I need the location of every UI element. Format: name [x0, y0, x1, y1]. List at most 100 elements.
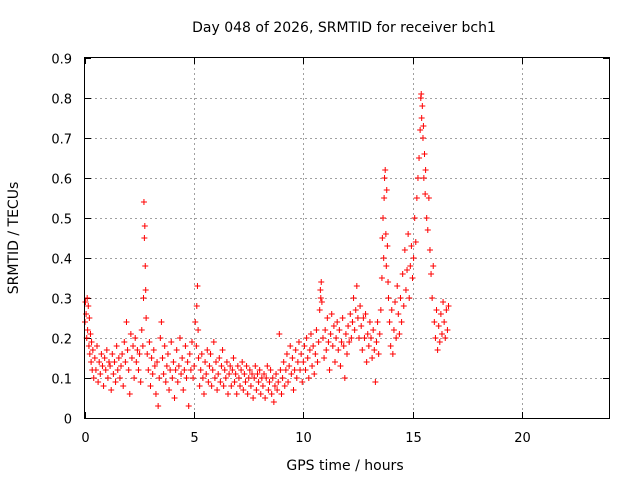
- data-point: [300, 359, 307, 365]
- data-point: [178, 371, 185, 377]
- data-point: [385, 279, 392, 285]
- y-tick-label: 0.2: [51, 333, 72, 348]
- data-point: [89, 347, 96, 353]
- data-point: [230, 355, 237, 361]
- data-point: [151, 363, 158, 369]
- data-point: [445, 303, 452, 309]
- data-point: [405, 231, 412, 237]
- data-point: [304, 355, 311, 361]
- data-point: [265, 387, 272, 393]
- data-point: [347, 311, 354, 317]
- x-tick-label: 5: [190, 431, 198, 446]
- data-point: [368, 335, 375, 341]
- data-point: [318, 279, 325, 285]
- data-point: [269, 375, 276, 381]
- data-point: [226, 371, 233, 377]
- data-point: [316, 307, 323, 313]
- data-point: [108, 387, 115, 393]
- data-point: [232, 371, 239, 377]
- data-point: [197, 367, 204, 373]
- data-point: [142, 287, 149, 293]
- data-point: [356, 335, 363, 341]
- data-point: [414, 175, 421, 181]
- data-point: [186, 351, 193, 357]
- data-point: [392, 299, 399, 305]
- data-point: [395, 311, 402, 317]
- data-point: [431, 319, 438, 325]
- data-point: [238, 367, 245, 373]
- data-point: [373, 339, 380, 345]
- data-point: [147, 383, 154, 389]
- data-point: [365, 343, 372, 349]
- data-point: [402, 287, 409, 293]
- data-point: [86, 351, 93, 357]
- data-point: [239, 359, 246, 365]
- data-point: [247, 383, 254, 389]
- data-point: [255, 379, 262, 385]
- data-point: [176, 335, 183, 341]
- data-point: [88, 359, 95, 365]
- data-point: [251, 375, 258, 381]
- data-point: [128, 355, 135, 361]
- data-point: [277, 367, 284, 373]
- data-point: [213, 359, 219, 365]
- data-point: [155, 403, 162, 409]
- data-point: [107, 363, 114, 369]
- data-point: [416, 155, 423, 161]
- data-point: [307, 331, 314, 337]
- data-point: [92, 367, 99, 373]
- data-point: [423, 215, 430, 221]
- data-point: [119, 351, 126, 357]
- data-point: [279, 375, 286, 381]
- x-tick-label: 0: [81, 431, 89, 446]
- data-point: [141, 223, 148, 229]
- x-tick-label: 10: [295, 431, 312, 446]
- data-point: [206, 363, 213, 369]
- data-point: [259, 383, 266, 389]
- data-point: [244, 391, 251, 397]
- data-point: [309, 363, 316, 369]
- data-point: [88, 339, 95, 345]
- data-point: [217, 379, 224, 385]
- data-point: [145, 367, 152, 373]
- data-point: [82, 299, 89, 305]
- data-point: [286, 363, 293, 369]
- data-point: [157, 335, 164, 341]
- data-point: [101, 355, 108, 361]
- data-point: [419, 103, 426, 109]
- data-point: [163, 363, 170, 369]
- data-point: [160, 371, 167, 377]
- data-point: [381, 195, 388, 201]
- x-tick-label: 20: [514, 431, 531, 446]
- data-point: [408, 243, 415, 249]
- data-point: [135, 367, 142, 373]
- data-point: [385, 295, 392, 301]
- data-point: [382, 231, 389, 237]
- data-point: [381, 175, 388, 181]
- data-point: [219, 347, 226, 353]
- data-point: [305, 375, 312, 381]
- data-point: [138, 327, 145, 333]
- data-point: [150, 347, 157, 353]
- data-point: [411, 215, 418, 221]
- data-point: [195, 327, 202, 333]
- data-point: [430, 263, 437, 269]
- data-point: [216, 355, 223, 361]
- data-point: [380, 255, 387, 261]
- data-point: [144, 351, 151, 357]
- data-point: [122, 359, 129, 365]
- data-point: [266, 379, 273, 385]
- data-point: [420, 175, 427, 181]
- data-point: [397, 295, 404, 301]
- data-point: [435, 323, 442, 329]
- y-tick-label: 0.5: [51, 213, 72, 228]
- data-point: [325, 339, 332, 345]
- data-point: [312, 351, 319, 357]
- data-point: [282, 367, 289, 373]
- data-point: [366, 319, 373, 325]
- data-point: [335, 347, 342, 353]
- data-point: [104, 375, 111, 381]
- data-point: [311, 371, 318, 377]
- data-point: [94, 343, 101, 349]
- data-point: [210, 339, 217, 345]
